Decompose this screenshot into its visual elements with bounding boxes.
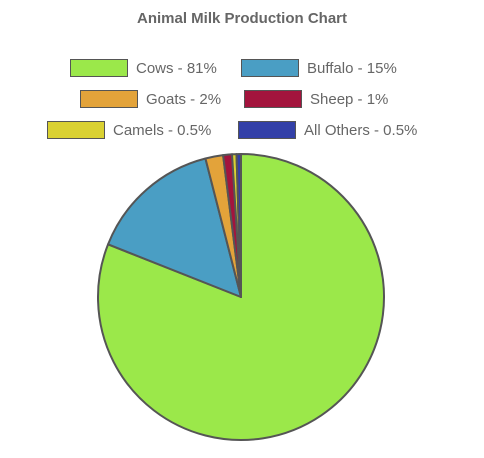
legend-swatch-goats	[80, 90, 138, 108]
legend-label-all-others: All Others - 0.5%	[304, 121, 418, 139]
chart-legend: Cows - 81% Buffalo - 15% Goats - 2% Shee…	[0, 0, 484, 150]
legend-swatch-camels	[47, 121, 105, 139]
pie-slice-buffalo[interactable]	[107, 157, 242, 298]
legend-swatch-cows	[70, 59, 128, 77]
legend-item-cows[interactable]: Cows - 81%	[70, 57, 217, 79]
legend-label-goats: Goats - 2%	[146, 90, 222, 108]
legend-item-all-others[interactable]: All Others - 0.5%	[238, 119, 417, 141]
pie-slice-all-others[interactable]	[235, 152, 242, 298]
legend-label-buffalo: Buffalo - 15%	[307, 59, 397, 77]
legend-label-camels: Camels - 0.5%	[113, 121, 212, 139]
legend-label-cows: Cows - 81%	[136, 59, 217, 77]
legend-label-sheep: Sheep - 1%	[310, 90, 389, 108]
legend-swatch-buffalo	[241, 59, 299, 77]
legend-item-buffalo[interactable]: Buffalo - 15%	[241, 57, 397, 79]
legend-item-goats[interactable]: Goats - 2%	[80, 88, 221, 110]
legend-item-camels[interactable]: Camels - 0.5%	[47, 119, 211, 141]
legend-swatch-sheep	[244, 90, 302, 108]
legend-swatch-all-others	[238, 121, 296, 139]
chart-title: Animal Milk Production Chart	[136, 10, 347, 27]
legend-item-sheep[interactable]: Sheep - 1%	[244, 88, 388, 110]
